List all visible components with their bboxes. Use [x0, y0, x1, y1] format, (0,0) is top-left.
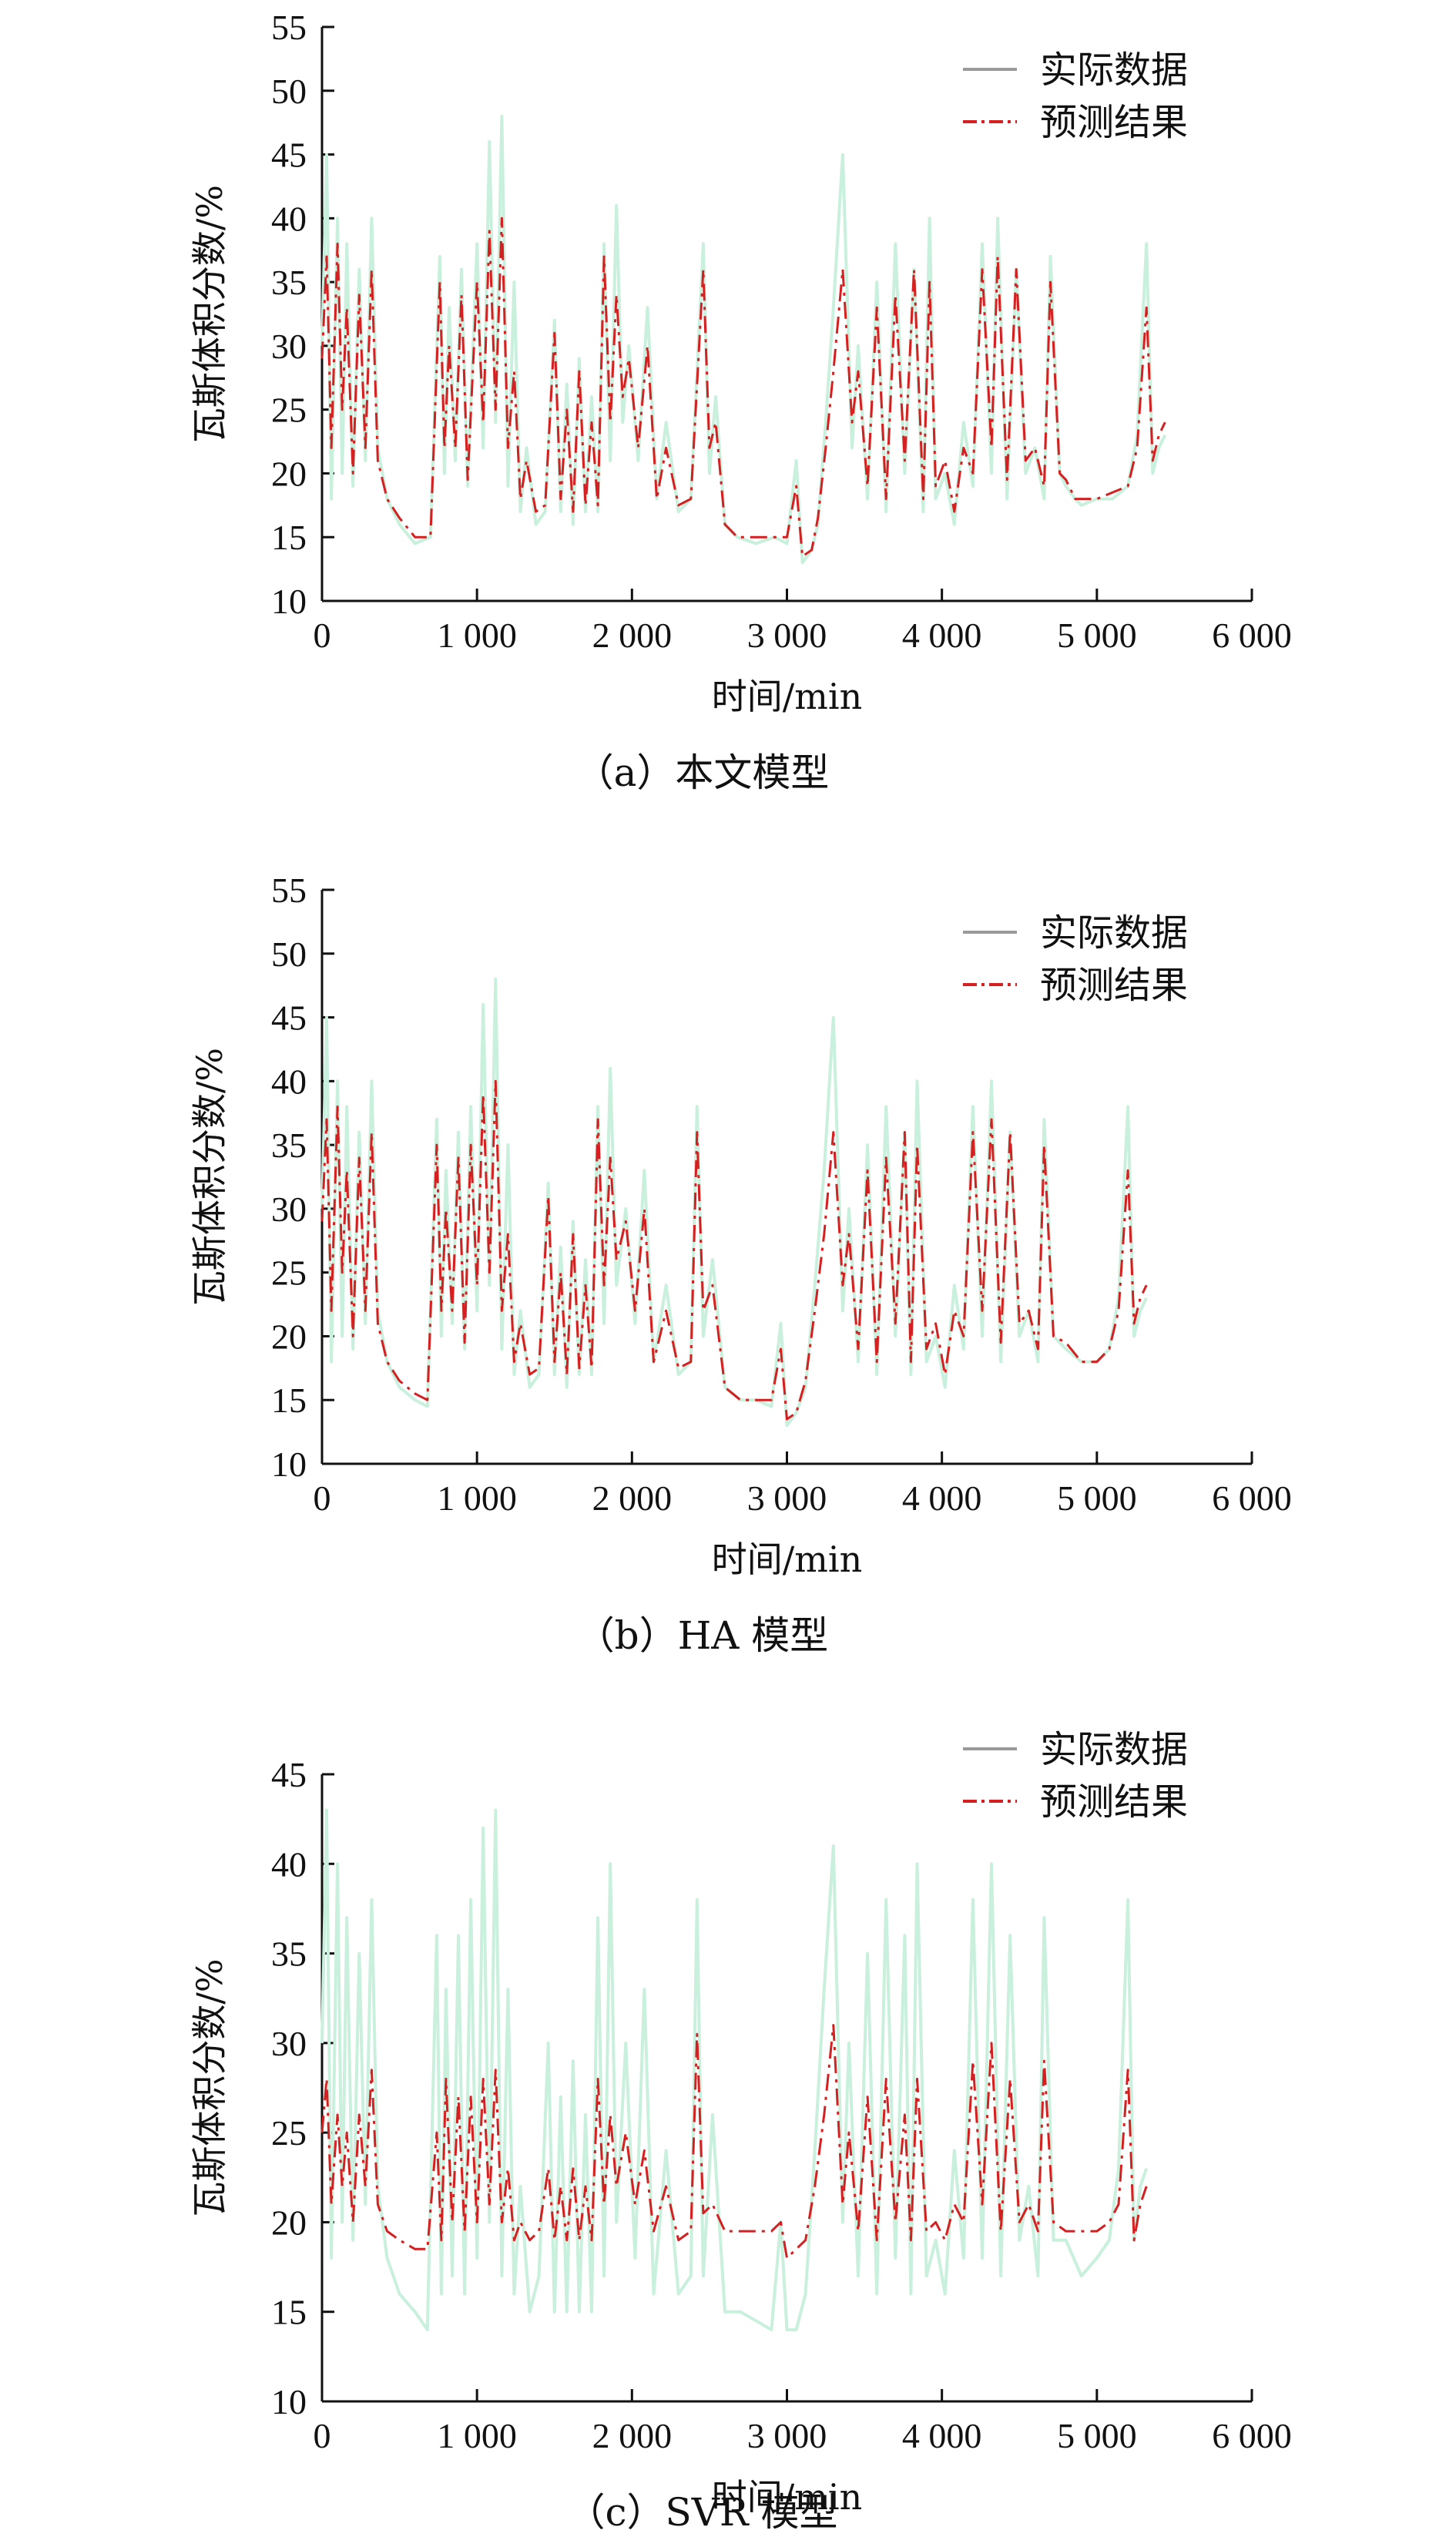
- chart-a-svg: 10 15 20 25 30 35 40 45 50 55 0 1 000 2 000 3 000 4 00…: [189, 8, 1292, 795]
- legend-label: 实际数据: [1040, 49, 1188, 92]
- y-tick-label: 20: [271, 454, 307, 493]
- figure-caption: （c）SVR 模型: [567, 2490, 838, 2535]
- y-tick-label: 25: [271, 1253, 307, 1293]
- y-tick-label: 50: [271, 72, 307, 111]
- x-tick-label: 2 000: [592, 2416, 673, 2455]
- x-axis-title: 时间/min: [712, 676, 862, 717]
- x-tick-label: 3 000: [747, 2416, 827, 2455]
- x-tick-label: 6 000: [1212, 1478, 1292, 1518]
- x-tick-label: 2 000: [592, 616, 673, 655]
- chart-panel-a: 10 15 20 25 30 35 40 45 50 55 0 1 000 2 000 3 000 4 00…: [0, 0, 1456, 809]
- y-tick-label: 20: [271, 2203, 307, 2242]
- y-axis-title: 瓦斯体积分数/%: [189, 1048, 230, 1306]
- y-tick-label: 30: [271, 2024, 307, 2063]
- figure-caption: （b）HA 模型: [576, 1613, 829, 1658]
- x-tick-label: 0: [314, 2416, 331, 2455]
- series-line-actual: [320, 977, 1148, 1428]
- figure-caption: （a）本文模型: [575, 750, 830, 795]
- y-tick-label: 35: [271, 1935, 307, 1974]
- y-tick-label: 10: [271, 2382, 307, 2421]
- series-line-predicted: [320, 1079, 1148, 1421]
- y-tick-label: 30: [271, 1190, 307, 1229]
- y-tick-label: 30: [271, 327, 307, 366]
- y-tick-label: 35: [271, 1126, 307, 1165]
- y-tick-label: 55: [271, 8, 307, 47]
- x-tick-label: 5 000: [1057, 2416, 1137, 2455]
- chart-panel-c: 10 15 20 25 30 35 40 45 0 1 000 2 000 3 000 4 000 5 0…: [0, 1680, 1456, 2547]
- y-axis-title: 瓦斯体积分数/%: [189, 185, 230, 443]
- x-tick-label: 5 000: [1057, 1478, 1137, 1518]
- series-line-actual: [320, 114, 1167, 565]
- series-line-predicted: [320, 2024, 1148, 2260]
- legend-label: 预测结果: [1040, 101, 1188, 144]
- y-tick-label: 25: [271, 2113, 307, 2153]
- x-tick-label: 4 000: [902, 2416, 982, 2455]
- y-tick-label: 25: [271, 391, 307, 430]
- y-tick-label: 15: [271, 518, 307, 557]
- x-tick-label: 1 000: [437, 616, 517, 655]
- legend-label: 预测结果: [1040, 1780, 1188, 1824]
- series-line-predicted: [320, 216, 1166, 558]
- y-tick-label: 45: [271, 998, 307, 1038]
- y-tick-label: 40: [271, 199, 307, 238]
- legend-label: 预测结果: [1040, 964, 1188, 1007]
- y-tick-label: 40: [271, 1062, 307, 1101]
- x-axis-title: 时间/min: [712, 2476, 862, 2518]
- y-tick-label: 45: [271, 136, 307, 175]
- x-tick-label: 1 000: [437, 2416, 517, 2455]
- x-tick-label: 4 000: [902, 616, 982, 655]
- x-tick-label: 0: [314, 1478, 331, 1518]
- y-tick-label: 20: [271, 1317, 307, 1356]
- legend-label: 实际数据: [1040, 911, 1188, 955]
- y-tick-label: 35: [271, 263, 307, 302]
- y-tick-label: 45: [271, 1755, 307, 1794]
- x-tick-label: 6 000: [1212, 2416, 1292, 2455]
- x-tick-label: 6 000: [1212, 616, 1292, 655]
- y-axis-title: 瓦斯体积分数/%: [189, 1958, 230, 2216]
- chart-panel-b: 10 15 20 25 30 35 40 45 50 55 0 1 000 2 000 3 000 4 00…: [0, 863, 1456, 1672]
- chart-c-svg: 10 15 20 25 30 35 40 45 0 1 000 2 000 3 000 4 000 5 0…: [189, 1728, 1292, 2535]
- x-tick-label: 5 000: [1057, 616, 1137, 655]
- y-tick-label: 10: [271, 1445, 307, 1484]
- chart-b-svg: 10 15 20 25 30 35 40 45 50 55 0 1 000 2 000 3 000 4 00…: [189, 871, 1292, 1658]
- legend-label: 实际数据: [1040, 1728, 1188, 1771]
- y-tick-label: 15: [271, 2293, 307, 2332]
- y-tick-label: 10: [271, 582, 307, 621]
- x-tick-label: 0: [314, 616, 331, 655]
- x-tick-label: 4 000: [902, 1478, 982, 1518]
- y-tick-label: 55: [271, 871, 307, 910]
- x-tick-label: 3 000: [747, 1478, 827, 1518]
- x-tick-label: 3 000: [747, 616, 827, 655]
- y-tick-label: 40: [271, 1844, 307, 1884]
- x-tick-label: 1 000: [437, 1478, 517, 1518]
- x-tick-label: 2 000: [592, 1478, 673, 1518]
- series-line-actual: [320, 1808, 1149, 2331]
- y-tick-label: 15: [271, 1381, 307, 1420]
- y-tick-label: 50: [271, 935, 307, 974]
- x-axis-title: 时间/min: [712, 1539, 862, 1580]
